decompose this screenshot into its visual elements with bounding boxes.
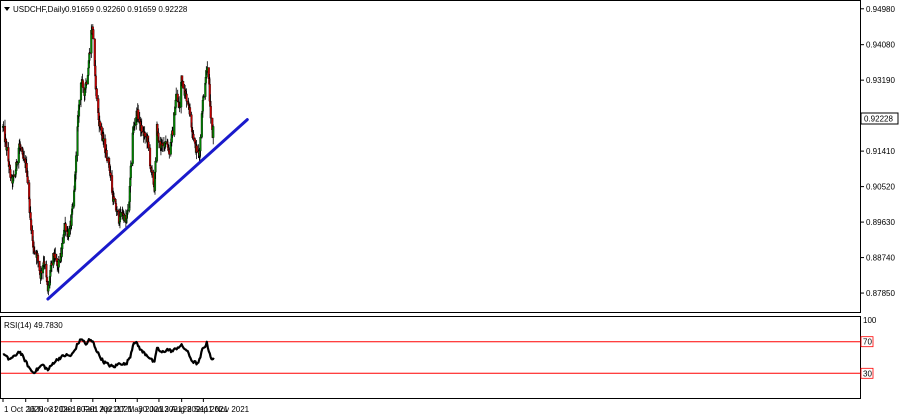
candle-bear bbox=[157, 140, 160, 142]
candle-bear bbox=[144, 132, 147, 137]
time-tick-label: 16 Nov 2020 bbox=[27, 405, 73, 414]
rsi-level-marker bbox=[860, 336, 874, 348]
candle-bear bbox=[64, 223, 67, 231]
ohlc-readout: 0.91659 0.92260 0.91659 0.92228 bbox=[65, 5, 188, 14]
price-tick-label: 0.91410 bbox=[866, 147, 895, 156]
candle-bull bbox=[68, 228, 71, 237]
current-price-marker: 0.92228 bbox=[860, 112, 899, 125]
candle-bear bbox=[109, 172, 112, 176]
candle-bull bbox=[174, 99, 177, 108]
candle-bull bbox=[71, 206, 74, 210]
time-tick-label: 31 Dec 2020 bbox=[49, 405, 95, 414]
candle-bear bbox=[9, 169, 12, 178]
candle-bear bbox=[149, 147, 152, 167]
price-tick-label: 0.90520 bbox=[866, 183, 895, 192]
candle-bear bbox=[185, 93, 188, 102]
candle-bull bbox=[16, 162, 19, 165]
candle-bull bbox=[73, 190, 76, 207]
price-tick-label: 0.89630 bbox=[866, 218, 895, 227]
candle-bear bbox=[36, 255, 40, 262]
candle-bull bbox=[130, 163, 133, 167]
candle-bull bbox=[131, 132, 134, 164]
main-pane-frame bbox=[0, 0, 861, 313]
price-tick-label: 0.87850 bbox=[866, 289, 895, 298]
triangle-down-icon[interactable] bbox=[4, 7, 10, 11]
rsi-axis: 100 70 30 bbox=[860, 316, 877, 379]
current-price-label: 0.92228 bbox=[864, 115, 893, 124]
time-tick-label: 11 Nov 2021 bbox=[204, 405, 249, 414]
candle-bear bbox=[99, 121, 102, 127]
candle-bull bbox=[61, 243, 64, 250]
time-tick-label: 1 Apr 2021 bbox=[94, 405, 133, 414]
time-tick-label: 13 Aug 2021 bbox=[160, 405, 205, 414]
candle-bull bbox=[126, 210, 129, 212]
candle-bear bbox=[92, 29, 95, 40]
rsi-pane-frame bbox=[0, 316, 861, 399]
price-axis: 0.94980 0.94080 0.93190 0.91410 0.90520 0.896… bbox=[860, 5, 895, 298]
symbol-label: USDCHF,Daily bbox=[13, 5, 65, 14]
candle-bear bbox=[19, 146, 22, 149]
candle-bull bbox=[201, 100, 204, 112]
candle-bear bbox=[137, 109, 140, 120]
time-tick-label: 1 Oct 2020 bbox=[4, 405, 44, 414]
candle-bull bbox=[87, 67, 90, 76]
candle-bear bbox=[30, 219, 33, 231]
candle-bull bbox=[47, 285, 50, 292]
rsi-label: RSI(14) 49.7830 bbox=[4, 321, 63, 330]
time-tick-label: 17 May 2021 bbox=[117, 405, 164, 414]
candle-bear bbox=[45, 276, 48, 282]
candle-bear bbox=[209, 106, 212, 119]
candle-bull bbox=[86, 75, 89, 85]
rsi-tick-label: 70 bbox=[863, 338, 872, 347]
price-tick-label: 0.88740 bbox=[866, 254, 895, 263]
candle-bear bbox=[188, 107, 192, 115]
trendline[interactable] bbox=[46, 118, 249, 301]
candle-bull bbox=[57, 259, 60, 268]
candle-bear bbox=[112, 196, 116, 200]
candle-bear bbox=[23, 157, 26, 160]
candle-bear bbox=[147, 141, 150, 149]
candle-bull bbox=[199, 137, 202, 152]
candle-bear bbox=[116, 209, 119, 212]
rsi-tick-label: 100 bbox=[863, 316, 877, 325]
candle-bear bbox=[38, 260, 41, 271]
candle-bull bbox=[154, 160, 157, 173]
rsi-level-marker bbox=[860, 367, 874, 379]
price-tick-label: 0.93190 bbox=[866, 76, 895, 85]
candle-bull bbox=[178, 106, 181, 109]
candle-bull bbox=[14, 170, 17, 175]
candle-bear bbox=[192, 134, 195, 139]
candle-bull bbox=[173, 112, 176, 136]
candle-bull bbox=[129, 165, 132, 179]
candle-bull bbox=[204, 82, 207, 97]
time-tick-label: 30 Jun 2021 bbox=[138, 405, 183, 414]
candle-bull bbox=[202, 96, 205, 98]
candle-bear bbox=[150, 170, 154, 173]
candle-bull bbox=[119, 212, 122, 217]
candle-bear bbox=[182, 81, 185, 89]
candle-bear bbox=[81, 80, 84, 88]
candle-bull bbox=[133, 124, 136, 126]
candle-bull bbox=[74, 155, 78, 173]
candlestick-series bbox=[1, 24, 215, 296]
candle-bull bbox=[78, 99, 81, 106]
candle-bear bbox=[26, 176, 29, 183]
time-tick-label: 28 Sep 2021 bbox=[183, 405, 229, 414]
candle-bear bbox=[54, 253, 57, 259]
candle-bear bbox=[195, 145, 198, 153]
price-tick-label: 0.94080 bbox=[866, 41, 895, 50]
rsi-line bbox=[2, 338, 215, 375]
price-tick-label: 0.94980 bbox=[866, 5, 895, 14]
candle-bear bbox=[140, 125, 143, 132]
candle-bear bbox=[28, 182, 31, 200]
rsi-tick-label: 30 bbox=[863, 369, 872, 378]
candle-bull bbox=[212, 126, 215, 138]
candle-bear bbox=[95, 88, 98, 99]
time-tick-label: 16 Feb 2021 bbox=[72, 405, 117, 414]
